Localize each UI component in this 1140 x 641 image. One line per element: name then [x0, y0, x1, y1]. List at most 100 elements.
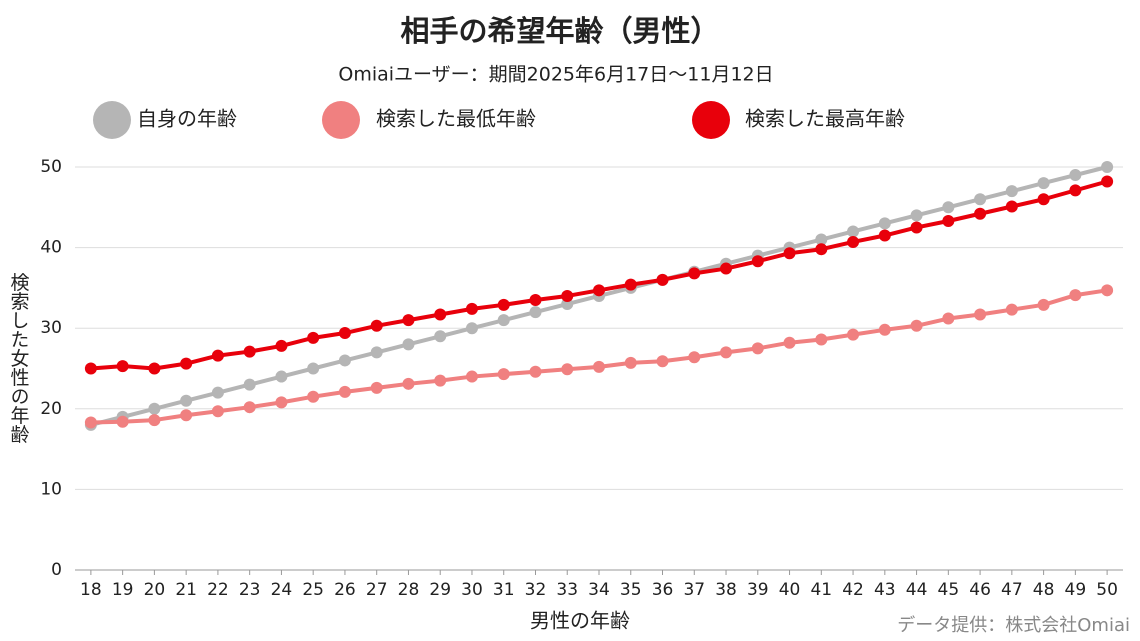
legend-label: 検索した最高年齢 — [745, 107, 905, 131]
x-tick-label: 33 — [556, 580, 578, 600]
data-point — [815, 233, 828, 246]
data-point — [148, 402, 161, 415]
y-axis-label: 検索した女性の年齢 — [8, 272, 30, 443]
data-point — [942, 215, 955, 228]
data-point — [529, 365, 542, 378]
data-point — [370, 381, 383, 394]
x-tick-label: 28 — [398, 580, 420, 600]
x-tick-label: 19 — [112, 580, 134, 600]
x-tick-label: 50 — [1096, 580, 1118, 600]
data-point — [307, 362, 320, 375]
data-point — [1005, 185, 1018, 198]
data-point — [338, 327, 351, 340]
y-tick-label: 30 — [40, 318, 62, 338]
chart-subtitle: Omiaiユーザー：期間2025年6月17日〜11月12日 — [338, 64, 773, 86]
x-tick-label: 47 — [1001, 580, 1023, 600]
y-tick-label: 0 — [51, 560, 62, 580]
data-point — [180, 409, 193, 422]
y-tick-label: 20 — [40, 399, 62, 419]
y-tick-label: 40 — [40, 238, 62, 258]
x-tick-label: 20 — [144, 580, 166, 600]
x-tick-label: 39 — [747, 580, 769, 600]
data-point — [688, 267, 701, 280]
x-tick-label: 30 — [461, 580, 483, 600]
data-point — [751, 255, 764, 268]
x-tick-label: 31 — [493, 580, 515, 600]
legend-label: 自身の年齢 — [137, 107, 237, 131]
x-tick-label: 48 — [1033, 580, 1055, 600]
data-point — [465, 370, 478, 383]
data-point — [243, 345, 256, 358]
data-point — [180, 357, 193, 370]
data-point — [815, 243, 828, 256]
x-tick-label: 21 — [175, 580, 197, 600]
data-point — [1101, 284, 1114, 297]
data-point — [720, 346, 733, 359]
x-tick-label: 49 — [1065, 580, 1087, 600]
data-point — [783, 247, 796, 260]
data-point — [974, 207, 987, 220]
data-point — [275, 370, 288, 383]
data-point — [243, 401, 256, 414]
data-point — [211, 386, 224, 399]
data-point — [307, 390, 320, 403]
x-tick-label: 45 — [938, 580, 960, 600]
data-point — [434, 308, 447, 321]
data-point — [465, 322, 478, 335]
x-tick-label: 41 — [810, 580, 832, 600]
data-point — [116, 415, 129, 428]
data-point — [116, 360, 129, 373]
data-point — [624, 356, 637, 369]
data-point — [529, 293, 542, 306]
data-point — [370, 346, 383, 359]
data-point — [974, 308, 987, 321]
data-point — [561, 289, 574, 302]
data-point — [783, 336, 796, 349]
data-point — [751, 342, 764, 355]
data-point — [402, 377, 415, 390]
data-point — [1069, 169, 1082, 182]
data-point — [720, 262, 733, 275]
data-point — [180, 394, 193, 407]
data-point — [815, 333, 828, 346]
data-point — [1037, 298, 1050, 311]
x-tick-label: 26 — [334, 580, 356, 600]
x-tick-label: 37 — [683, 580, 705, 600]
data-point — [1101, 175, 1114, 188]
x-tick-label: 27 — [366, 580, 388, 600]
data-point — [148, 414, 161, 427]
x-tick-label: 34 — [588, 580, 610, 600]
x-tick-label: 29 — [429, 580, 451, 600]
legend-marker — [93, 101, 131, 139]
data-point — [847, 328, 860, 341]
x-tick-label: 40 — [779, 580, 801, 600]
data-point — [847, 235, 860, 248]
data-point — [910, 221, 923, 234]
data-point — [275, 396, 288, 409]
data-point — [561, 363, 574, 376]
data-point — [434, 330, 447, 343]
data-point — [656, 273, 669, 286]
x-tick-label: 25 — [302, 580, 324, 600]
data-point — [211, 349, 224, 362]
x-tick-label: 43 — [874, 580, 896, 600]
data-point — [878, 217, 891, 230]
data-point — [910, 209, 923, 222]
y-tick-label: 10 — [40, 479, 62, 499]
data-point — [1005, 303, 1018, 316]
x-axis-label: 男性の年齢 — [530, 609, 630, 633]
data-point — [593, 360, 605, 373]
data-point — [1101, 161, 1114, 173]
data-point — [275, 339, 288, 352]
x-tick-label: 32 — [525, 580, 547, 600]
data-point — [370, 319, 383, 332]
data-point — [497, 298, 510, 311]
x-tick-label: 35 — [620, 580, 642, 600]
data-point — [1069, 184, 1082, 197]
data-point — [974, 193, 987, 206]
data-point — [84, 362, 97, 375]
data-point — [1069, 289, 1082, 302]
legend-marker — [322, 101, 360, 139]
data-point — [688, 351, 701, 364]
